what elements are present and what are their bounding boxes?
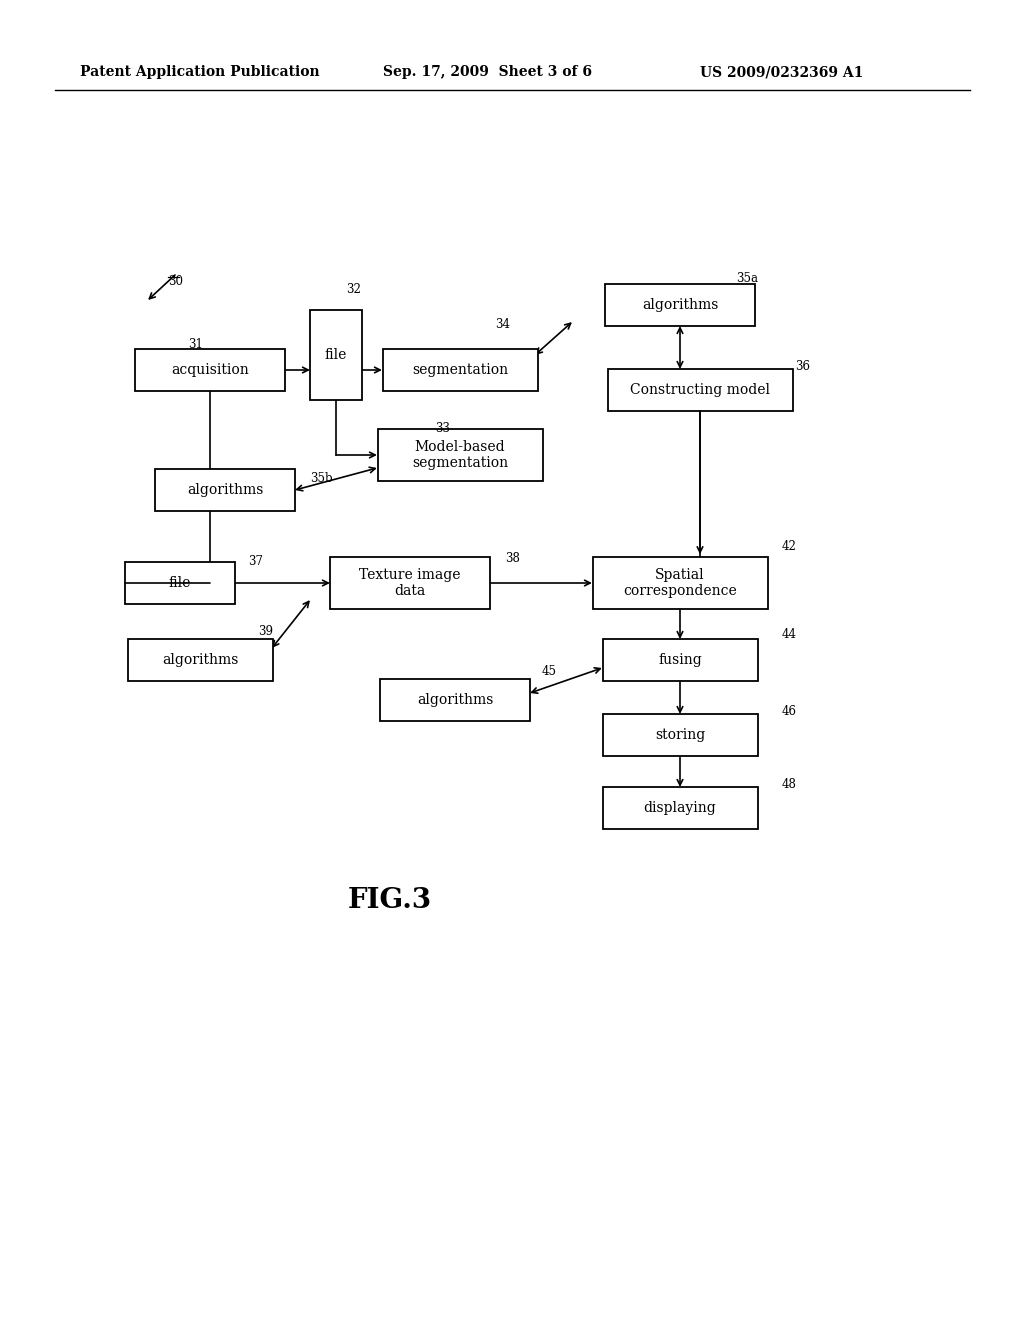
Bar — [135, 348, 285, 391]
Text: file: file — [325, 348, 347, 362]
Text: 30: 30 — [168, 275, 183, 288]
Bar — [607, 370, 793, 411]
Text: 34: 34 — [495, 318, 510, 331]
Bar — [602, 639, 758, 681]
Bar — [155, 469, 295, 511]
Bar — [383, 348, 538, 391]
Text: 32: 32 — [346, 282, 360, 296]
Text: fusing: fusing — [658, 653, 701, 667]
Text: 38: 38 — [505, 552, 520, 565]
Text: 36: 36 — [795, 360, 810, 374]
Text: storing: storing — [655, 729, 706, 742]
Text: file: file — [169, 576, 191, 590]
Text: FIG.3: FIG.3 — [348, 887, 432, 913]
Text: algorithms: algorithms — [162, 653, 239, 667]
Text: algorithms: algorithms — [642, 298, 718, 312]
Text: Constructing model: Constructing model — [630, 383, 770, 397]
Bar — [605, 284, 755, 326]
Text: algorithms: algorithms — [417, 693, 494, 708]
Text: 35a: 35a — [736, 272, 758, 285]
Bar — [593, 557, 768, 609]
Text: 45: 45 — [542, 665, 557, 678]
Text: 46: 46 — [782, 705, 797, 718]
Bar — [380, 678, 530, 721]
Text: 35b: 35b — [310, 473, 333, 484]
Text: US 2009/0232369 A1: US 2009/0232369 A1 — [700, 65, 863, 79]
Bar — [128, 639, 272, 681]
Bar — [310, 310, 362, 400]
Bar — [330, 557, 490, 609]
Text: Patent Application Publication: Patent Application Publication — [80, 65, 319, 79]
Text: segmentation: segmentation — [412, 363, 508, 378]
Bar — [378, 429, 543, 480]
Text: algorithms: algorithms — [186, 483, 263, 498]
Text: 33: 33 — [435, 422, 450, 436]
Text: 31: 31 — [188, 338, 203, 351]
Text: Texture image
data: Texture image data — [359, 568, 461, 598]
Text: 39: 39 — [258, 624, 273, 638]
Text: 44: 44 — [782, 628, 797, 642]
Text: Spatial
correspondence: Spatial correspondence — [624, 568, 737, 598]
Bar — [125, 562, 234, 605]
Text: 48: 48 — [782, 777, 797, 791]
Text: 37: 37 — [248, 554, 263, 568]
Text: Model-based
segmentation: Model-based segmentation — [412, 440, 508, 470]
Text: acquisition: acquisition — [171, 363, 249, 378]
Text: 42: 42 — [782, 540, 797, 553]
Text: Sep. 17, 2009  Sheet 3 of 6: Sep. 17, 2009 Sheet 3 of 6 — [383, 65, 592, 79]
Text: displaying: displaying — [644, 801, 717, 814]
Bar — [602, 714, 758, 756]
Bar — [602, 787, 758, 829]
